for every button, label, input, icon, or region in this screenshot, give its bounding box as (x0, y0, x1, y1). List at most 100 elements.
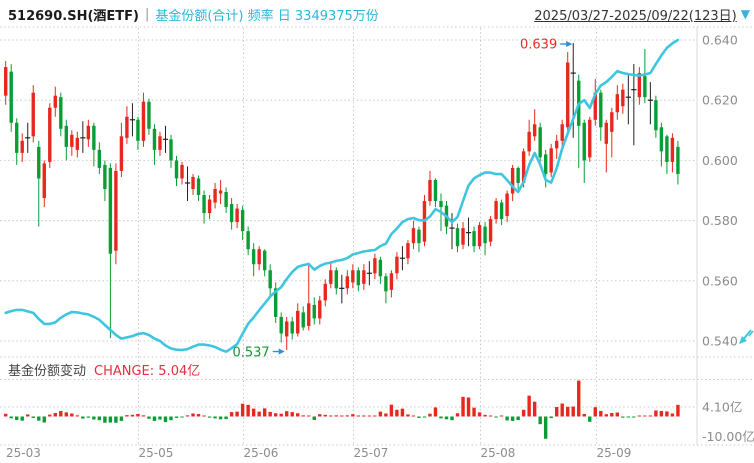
change-bar (566, 406, 570, 417)
change-bar (70, 413, 74, 417)
max-arrowhead (566, 41, 573, 48)
candle-body (257, 249, 261, 265)
candle-body (323, 283, 327, 301)
x-axis-label: 25-05 (139, 446, 174, 460)
candle-body (654, 100, 658, 131)
change-bar (97, 416, 102, 421)
change-bar (632, 416, 636, 418)
change-bar (472, 407, 476, 417)
candle-body (251, 249, 256, 265)
change-bar (257, 411, 261, 417)
candle-body (119, 136, 124, 171)
change-bar (174, 416, 179, 418)
x-axis-label: 25-09 (597, 446, 632, 460)
change-bar (461, 396, 465, 417)
change-bar (42, 416, 46, 423)
change-bar (213, 416, 217, 419)
candle-body (532, 124, 537, 137)
candle-body (207, 199, 212, 214)
change-bar (422, 416, 427, 418)
change-bar (455, 413, 460, 417)
candle-body (86, 125, 91, 140)
change-bar (340, 415, 344, 417)
change-bar (31, 416, 35, 418)
change-bar (582, 413, 586, 417)
candle-body (59, 97, 63, 129)
candle-body (488, 219, 493, 242)
candle-body (566, 62, 570, 128)
candle-body (246, 231, 250, 250)
change-bar (9, 416, 13, 419)
change-bar (643, 415, 647, 417)
change-bar (108, 416, 113, 423)
change-bar (53, 413, 57, 417)
candle-body (262, 250, 267, 271)
change-bar (621, 416, 625, 418)
candle-body (527, 131, 531, 152)
candle-body (191, 176, 195, 189)
min-price-label: 0.537 (232, 346, 269, 361)
collapse-arrow-tail[interactable] (748, 330, 754, 337)
change-bar (191, 413, 195, 417)
candle-body (362, 270, 366, 284)
candle-body (588, 119, 592, 158)
change-bar (334, 415, 338, 417)
candle-body (301, 312, 305, 328)
date-range-selector[interactable]: 2025/03/27-2025/09/22(123日) (534, 8, 737, 24)
change-bar (318, 414, 322, 417)
candle-body (92, 125, 96, 150)
change-bar (323, 414, 327, 417)
change-bar (373, 415, 377, 417)
change-axis-min-label: -10.00亿 (702, 429, 754, 444)
change-bar (527, 395, 531, 417)
candle-body (180, 164, 184, 179)
change-axis-label: 4.10亿 (702, 400, 742, 415)
change-bar (654, 410, 658, 417)
chevron-down-icon[interactable]: ▼ (740, 7, 750, 21)
change-bar (185, 415, 190, 417)
price-axis-label: 0.640 (702, 33, 738, 48)
change-bar (477, 412, 482, 417)
candle-body (103, 164, 107, 189)
change-bar (169, 416, 173, 421)
change-bar (439, 416, 443, 419)
candle-body (114, 170, 118, 251)
change-bar (218, 416, 223, 420)
change-bar (152, 416, 157, 421)
collapse-arrow-head[interactable] (739, 336, 747, 344)
change-bar (125, 415, 129, 417)
change-bar (351, 414, 355, 417)
candle-body (378, 259, 383, 277)
candle-body (472, 231, 476, 247)
chart-header: 512690.SH(酒ETF) | 基金份额(合计) 频率 日 3349375万… (8, 3, 750, 25)
candle-body (53, 95, 57, 108)
change-bar (571, 406, 575, 417)
change-bar (136, 413, 140, 417)
change-bar (555, 407, 559, 417)
change-bar (378, 411, 383, 417)
change-bar (532, 401, 537, 417)
change-bar (389, 404, 394, 417)
x-axis-label: 25-08 (481, 446, 516, 460)
change-panel-header: 基金份额变动 CHANGE: 5.04亿 (0, 359, 754, 379)
candle-body (538, 127, 542, 158)
candle-body (477, 225, 482, 247)
price-axis-label: 0.620 (702, 93, 738, 108)
change-bar (516, 416, 520, 420)
candle-body (461, 228, 465, 245)
candle-body (643, 76, 647, 98)
change-bar (15, 416, 19, 420)
change-bar (483, 414, 487, 417)
candle-body (318, 300, 322, 319)
candle-body (345, 276, 350, 289)
candle-body (9, 71, 13, 123)
candle-body (158, 136, 162, 150)
candle-body (599, 92, 603, 128)
candle-body (615, 94, 620, 113)
candle-body (42, 163, 46, 199)
candle-body (64, 125, 69, 147)
change-bar (207, 416, 212, 418)
change-bar (362, 415, 366, 417)
